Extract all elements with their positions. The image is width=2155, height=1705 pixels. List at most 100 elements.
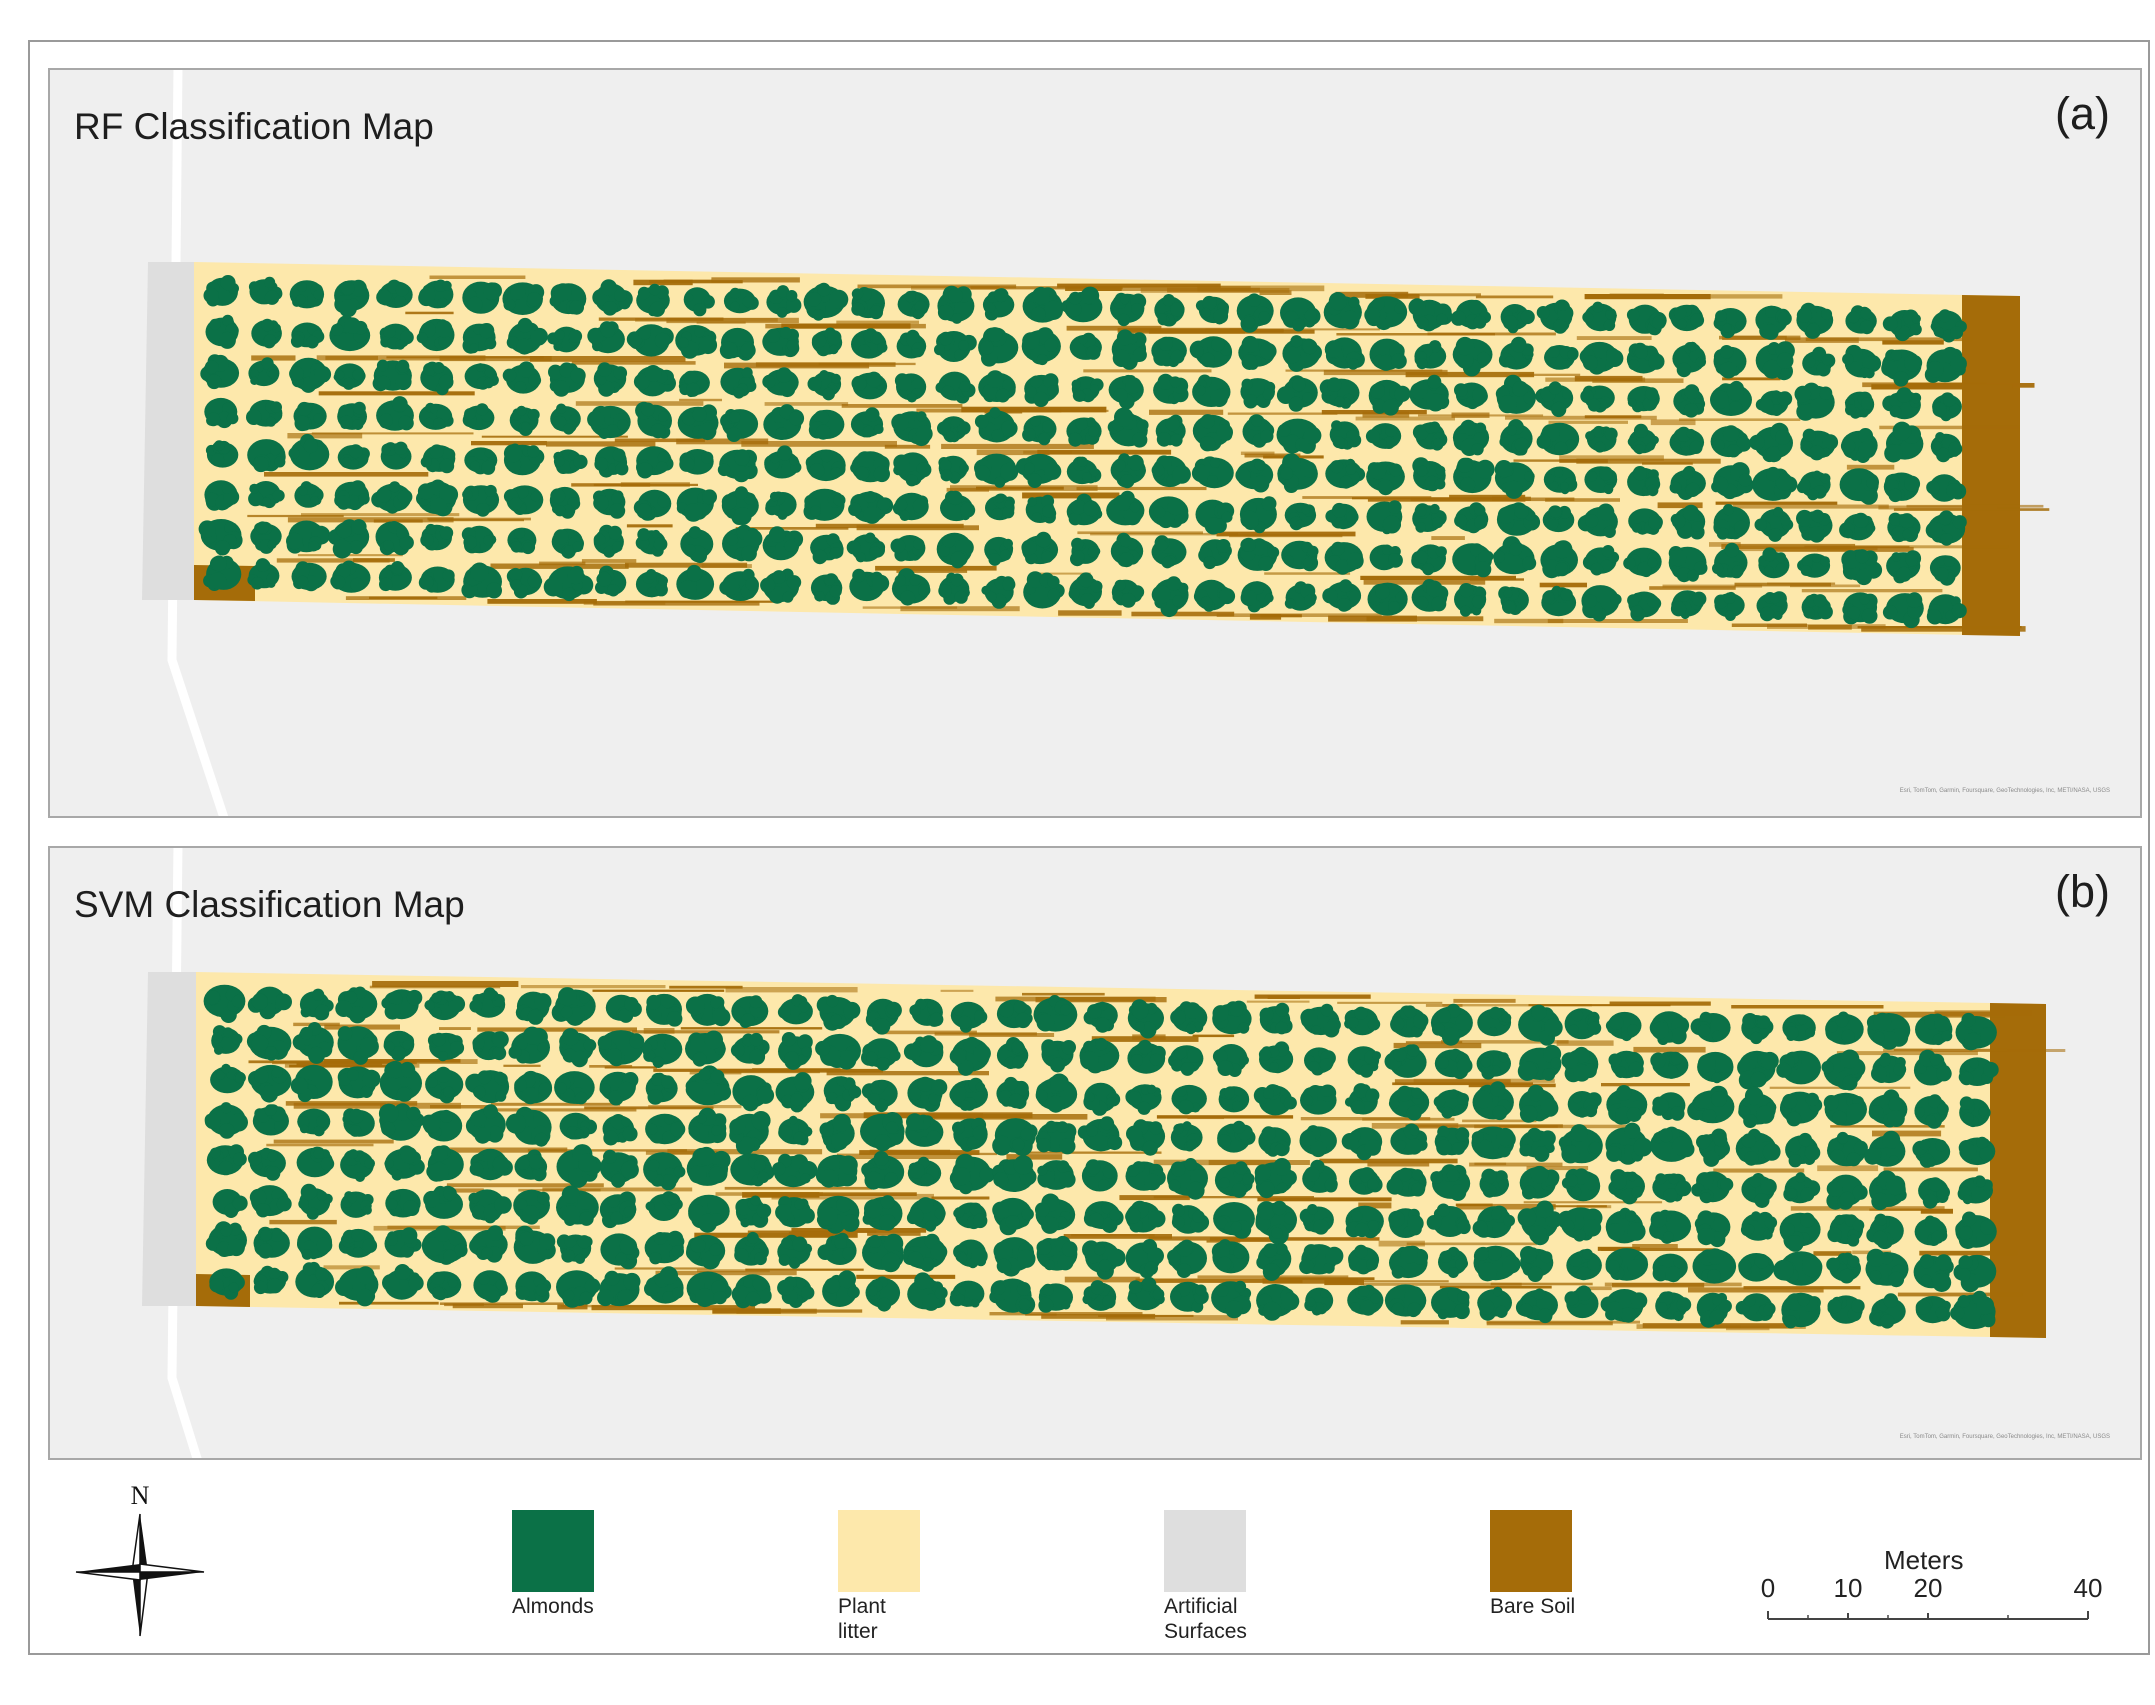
almond-tree	[1696, 1128, 1731, 1167]
bare-soil-streak	[764, 402, 849, 406]
almond-tree	[635, 528, 668, 557]
almond-tree	[1827, 1131, 1868, 1167]
bare-soil-streak	[429, 275, 526, 279]
almond-tree	[688, 1107, 727, 1144]
bare-soil-streak	[542, 1187, 693, 1192]
bare-soil-streak	[669, 985, 743, 989]
bare-soil-streak	[841, 404, 963, 408]
almond-tree	[763, 404, 805, 441]
almond-tree	[1024, 373, 1059, 408]
bare-soil-streak	[1431, 536, 1465, 540]
almond-tree	[1918, 1177, 1950, 1209]
almond-tree	[1627, 423, 1659, 455]
bare-soil-streak	[251, 355, 296, 361]
bare-soil-streak	[518, 1188, 601, 1192]
bare-soil-streak	[741, 441, 897, 447]
almond-tree	[1111, 579, 1145, 608]
almond-tree	[722, 524, 763, 562]
almond-tree	[507, 527, 537, 555]
almond-tree	[329, 315, 371, 352]
almond-tree	[1151, 336, 1187, 368]
legend-label: Artificial Surfaces	[1164, 1595, 1247, 1643]
almond-tree	[1802, 346, 1836, 377]
almond-tree	[247, 439, 286, 473]
almond-tree	[823, 1076, 862, 1112]
almond-tree	[890, 535, 926, 562]
almond-tree	[1454, 382, 1488, 410]
almond-tree	[1782, 1014, 1816, 1042]
almond-tree	[633, 489, 672, 521]
bare-soil-streak	[1559, 455, 1664, 461]
bare-soil-streak	[745, 1268, 864, 1271]
almond-tree	[1783, 1172, 1821, 1204]
almond-tree	[1696, 1292, 1732, 1328]
almond-tree	[1472, 1205, 1515, 1239]
almond-tree	[1930, 309, 1967, 343]
bare-soil-streak	[1715, 501, 1838, 505]
almond-tree	[1924, 346, 1967, 383]
almond-tree	[372, 359, 412, 392]
bare-soil-streak	[896, 570, 968, 573]
bare-soil-streak	[311, 432, 474, 435]
bare-soil-streak	[1576, 336, 1652, 340]
bare-soil-streak	[1468, 1083, 1556, 1088]
almond-tree	[1692, 1248, 1737, 1284]
almond-tree	[816, 994, 861, 1031]
almond-tree	[1349, 1167, 1383, 1195]
almond-tree	[1066, 417, 1102, 447]
almond-tree	[1430, 1164, 1471, 1201]
bare-soil-streak	[666, 317, 799, 324]
bare-soil-streak	[1547, 619, 1688, 623]
almond-tree	[777, 1234, 813, 1269]
almond-tree	[635, 569, 668, 598]
almond-tree	[1386, 1167, 1427, 1197]
bare-soil-streak	[324, 1059, 461, 1063]
bare-soil-streak	[1801, 589, 1943, 593]
almond-tree	[416, 479, 459, 517]
almond-tree	[1167, 1158, 1208, 1200]
almond-tree	[1557, 1207, 1603, 1242]
almond-tree	[1825, 1011, 1864, 1045]
almond-tree	[981, 575, 1016, 609]
almond-tree	[1212, 1000, 1252, 1035]
almond-tree	[1191, 456, 1234, 489]
bare-soil-streak	[318, 391, 475, 396]
almond-tree	[248, 1147, 286, 1181]
almond-tree	[1240, 378, 1276, 409]
almond-tree	[1866, 1012, 1911, 1050]
almond-tree	[595, 565, 627, 597]
almond-tree	[379, 323, 414, 350]
bare-soil-streak	[529, 356, 686, 362]
almond-tree	[514, 1070, 553, 1105]
bare-soil-streak	[1022, 492, 1120, 499]
almond-tree	[1652, 1173, 1692, 1203]
almond-tree	[996, 1076, 1030, 1109]
bare-soil-streak	[1474, 1162, 1507, 1166]
almond-tree	[1883, 472, 1921, 503]
almond-tree	[1192, 414, 1234, 452]
almond-tree	[592, 279, 633, 316]
bare-soil-streak	[1486, 1320, 1640, 1324]
almond-tree	[636, 283, 670, 317]
almond-tree	[462, 484, 500, 517]
almond-tree	[1110, 453, 1146, 489]
almond-tree	[1608, 1050, 1644, 1079]
almond-tree	[587, 405, 631, 439]
almond-tree	[472, 1031, 509, 1061]
bare-soil-streak	[771, 1193, 934, 1200]
almond-tree	[1254, 1158, 1297, 1199]
almond-tree	[1477, 1286, 1512, 1321]
bare-soil-streak	[1518, 373, 1581, 376]
almond-tree	[1038, 1283, 1073, 1313]
almond-tree	[949, 1280, 985, 1308]
almond-tree	[418, 566, 455, 593]
scale-tick-label: 0	[1760, 1573, 1776, 1603]
almond-tree	[772, 1153, 818, 1188]
scale-tick-label: 20	[1913, 1573, 1943, 1603]
almond-tree	[686, 1146, 731, 1186]
bare-soil-east-edge	[1962, 295, 2020, 636]
bare-soil-streak	[1548, 420, 1628, 424]
bare-soil-streak	[369, 985, 501, 989]
bare-soil-streak	[1642, 462, 1693, 465]
almond-tree	[1071, 376, 1104, 403]
